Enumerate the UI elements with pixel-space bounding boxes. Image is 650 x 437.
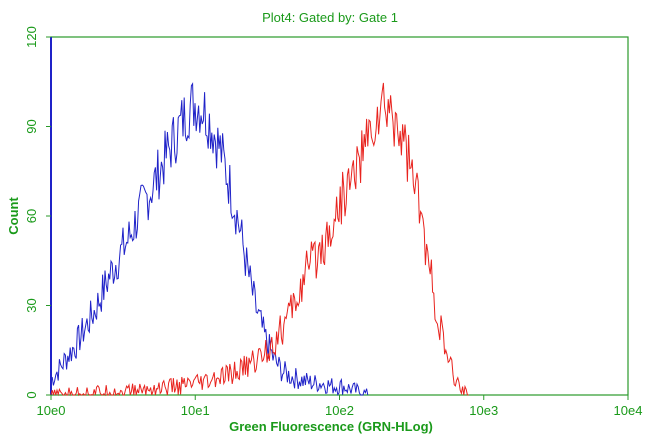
y-tick-label: 60 [24, 209, 39, 223]
y-tick-label: 90 [24, 119, 39, 133]
y-axis-ticks: 0 30 60 90 120 [24, 26, 51, 399]
series-2-line [50, 82, 469, 397]
x-tick-label: 10e0 [37, 403, 66, 418]
y-tick-label: 0 [24, 391, 39, 398]
x-tick-label: 10e4 [614, 403, 643, 418]
series-group [50, 82, 469, 397]
x-axis-label: Green Fluorescence (GRN-HLog) [229, 419, 433, 434]
x-axis-ticks: 10e0 10e1 10e2 10e3 10e4 [37, 395, 643, 418]
y-axis-label: Count [6, 197, 21, 235]
x-tick-label: 10e2 [325, 403, 354, 418]
x-tick-label: 10e3 [469, 403, 498, 418]
series-1-line [50, 82, 369, 396]
y-tick-label: 30 [24, 298, 39, 312]
x-tick-label: 10e1 [181, 403, 210, 418]
chart-title: Plot4: Gated by: Gate 1 [262, 10, 398, 25]
y-tick-label: 120 [24, 26, 39, 48]
